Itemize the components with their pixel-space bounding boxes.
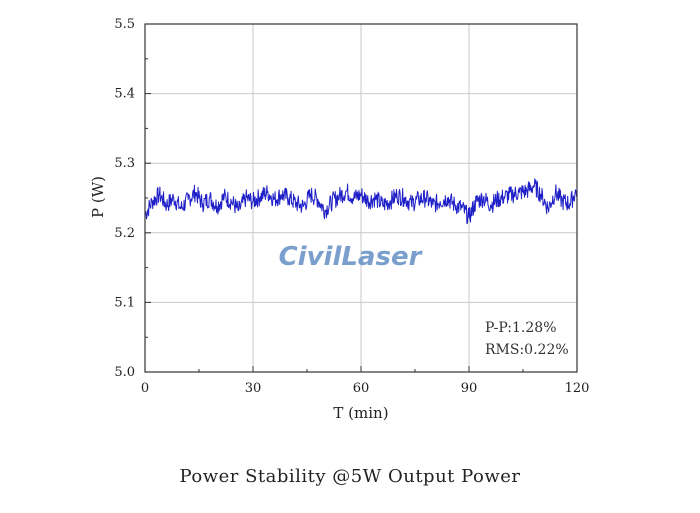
y-tick-label: 5.3 (114, 156, 135, 171)
watermark-text: CivilLaser (279, 242, 424, 272)
x-tick-label: 60 (353, 381, 370, 396)
tick-labels: 0 30 60 90 120 5.0 5.1 5.2 5.3 5.4 5.5 (114, 17, 589, 396)
y-axis-label: P (W) (89, 176, 107, 218)
y-tick-label: 5.5 (114, 17, 135, 32)
y-tick-label: 5.0 (114, 365, 135, 380)
x-tick-label: 30 (245, 381, 262, 396)
annotation-peak-to-peak: P-P:1.28% (485, 320, 557, 336)
x-tick-label: 90 (461, 381, 478, 396)
x-axis-label: T (min) (333, 404, 388, 422)
y-tick-label: 5.2 (114, 226, 135, 241)
watermark-logo: CivilLaser (279, 242, 424, 272)
annotation-rms: RMS:0.22% (485, 342, 569, 358)
x-tick-label: 0 (141, 381, 149, 396)
y-tick-label: 5.4 (114, 87, 135, 102)
axis-layer (144, 23, 578, 373)
y-tick-label: 5.1 (114, 295, 135, 310)
series-layer (144, 178, 578, 225)
x-tick-label: 120 (565, 381, 590, 396)
grid-layer (145, 24, 577, 372)
series-line (144, 178, 578, 225)
chart-caption: Power Stability @5W Output Power (179, 466, 521, 487)
